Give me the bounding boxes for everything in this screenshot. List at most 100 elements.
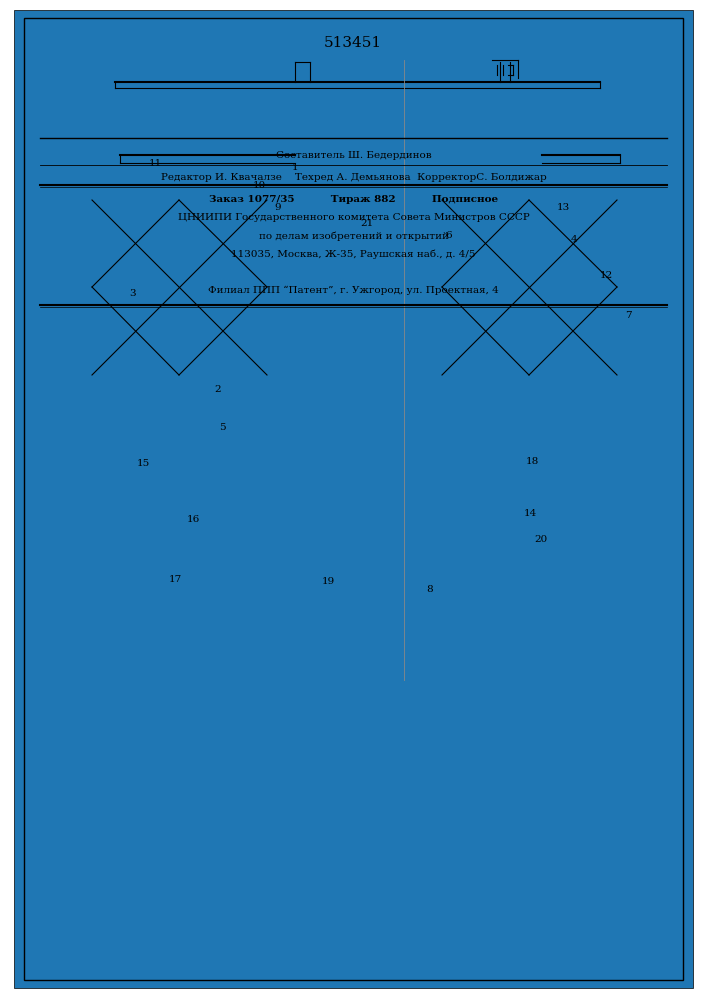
Bar	[393, 98, 415, 618]
Text: 3: 3	[129, 288, 136, 298]
Text: 9: 9	[275, 202, 281, 212]
Text: 11: 11	[148, 158, 162, 167]
Circle shape	[305, 174, 311, 180]
Text: 6: 6	[445, 232, 452, 240]
Bar	[345, 195, 383, 465]
Bar	[400, 607, 410, 622]
Bar	[393, 230, 408, 465]
Bar	[415, 530, 495, 580]
Bar	[110, 544, 295, 554]
Bar	[327, 98, 512, 618]
Text: 2: 2	[215, 385, 221, 394]
Bar	[110, 532, 295, 542]
Text: 513451: 513451	[324, 36, 382, 50]
Bar	[168, 590, 248, 615]
Bar	[327, 520, 512, 650]
Text: 1: 1	[292, 163, 298, 172]
Bar	[110, 460, 295, 470]
Bar	[442, 200, 462, 375]
Bar	[92, 200, 112, 375]
Bar	[168, 560, 295, 590]
Bar	[400, 607, 410, 622]
Bar	[168, 560, 295, 590]
Bar	[92, 200, 267, 220]
Text: 5: 5	[218, 424, 226, 432]
Text: 13: 13	[556, 204, 570, 213]
Bar	[510, 155, 540, 245]
Bar	[247, 390, 295, 600]
Bar	[110, 520, 295, 530]
Text: ЦНИИПИ Государственного комитета Совета Министров СССР: ЦНИИПИ Государственного комитета Совета …	[177, 214, 530, 223]
Bar	[110, 544, 295, 554]
Bar	[444, 230, 474, 305]
Text: по делам изобретений и открытий: по делам изобретений и открытий	[259, 231, 448, 241]
Bar	[92, 200, 267, 375]
Text: 18: 18	[525, 458, 539, 466]
Bar	[295, 88, 542, 667]
Bar	[110, 472, 295, 482]
Text: Заказ 1077/35          Тираж 882          Подписное: Заказ 1077/35 Тираж 882 Подписное	[209, 196, 498, 205]
Text: 17: 17	[168, 574, 182, 584]
Text: Филиал ППП “Патент”, г. Ужгород, ул. Проектная, 4: Филиал ППП “Патент”, г. Ужгород, ул. Про…	[208, 285, 499, 295]
Bar	[442, 200, 617, 220]
Bar	[247, 390, 295, 600]
Bar	[415, 580, 440, 595]
Bar	[400, 98, 408, 638]
Bar	[110, 484, 295, 494]
Bar	[110, 520, 295, 530]
Bar	[110, 532, 295, 542]
Text: Редактор И. Квачалзе    Техред А. Демьянова  КорректорС. Болдижар: Редактор И. Квачалзе Техред А. Демьянова…	[160, 174, 547, 182]
Text: 15: 15	[136, 458, 150, 468]
Bar	[510, 155, 565, 245]
Bar	[295, 649, 542, 667]
Text: Составитель Ш. Бедердинов: Составитель Ш. Бедердинов	[276, 150, 431, 159]
Bar	[110, 472, 295, 482]
Bar	[444, 285, 474, 305]
Text: 19: 19	[322, 578, 334, 586]
Bar	[110, 496, 295, 506]
Bar	[110, 508, 295, 518]
Bar	[110, 460, 295, 470]
Bar	[267, 200, 297, 400]
Bar	[340, 530, 395, 580]
Polygon shape	[295, 170, 322, 188]
Bar	[597, 200, 617, 375]
Text: 10: 10	[252, 180, 266, 190]
Text: 21: 21	[361, 219, 373, 228]
Bar	[510, 88, 542, 648]
Circle shape	[452, 263, 466, 277]
Bar	[385, 580, 410, 595]
Bar	[168, 590, 295, 615]
Bar	[110, 440, 295, 465]
Bar	[492, 60, 518, 78]
Bar	[442, 200, 617, 375]
Bar	[92, 355, 267, 375]
Bar	[444, 230, 474, 250]
Text: 4: 4	[571, 235, 578, 244]
Bar	[295, 88, 327, 648]
Text: 20: 20	[534, 536, 548, 544]
Bar	[454, 305, 464, 365]
Text: 8: 8	[427, 585, 433, 594]
Text: 14: 14	[523, 510, 537, 518]
Circle shape	[452, 248, 466, 262]
Bar	[355, 580, 380, 595]
Bar	[495, 390, 542, 620]
Bar	[247, 200, 267, 375]
Bar	[495, 390, 542, 620]
Text: 12: 12	[600, 270, 613, 279]
Bar	[110, 496, 295, 506]
Bar	[393, 98, 415, 618]
Bar	[442, 355, 617, 375]
Text: 113035, Москва, Ж-35, Раушская наб., д. 4/5: 113035, Москва, Ж-35, Раушская наб., д. …	[231, 249, 476, 259]
Bar	[345, 195, 383, 465]
Bar	[267, 200, 297, 400]
Text: 16: 16	[187, 516, 199, 524]
Bar	[510, 200, 540, 400]
Bar	[110, 484, 295, 494]
Bar	[110, 508, 295, 518]
Bar	[110, 440, 295, 465]
Text: 7: 7	[625, 310, 631, 320]
Bar	[355, 595, 440, 607]
Bar	[295, 614, 542, 649]
